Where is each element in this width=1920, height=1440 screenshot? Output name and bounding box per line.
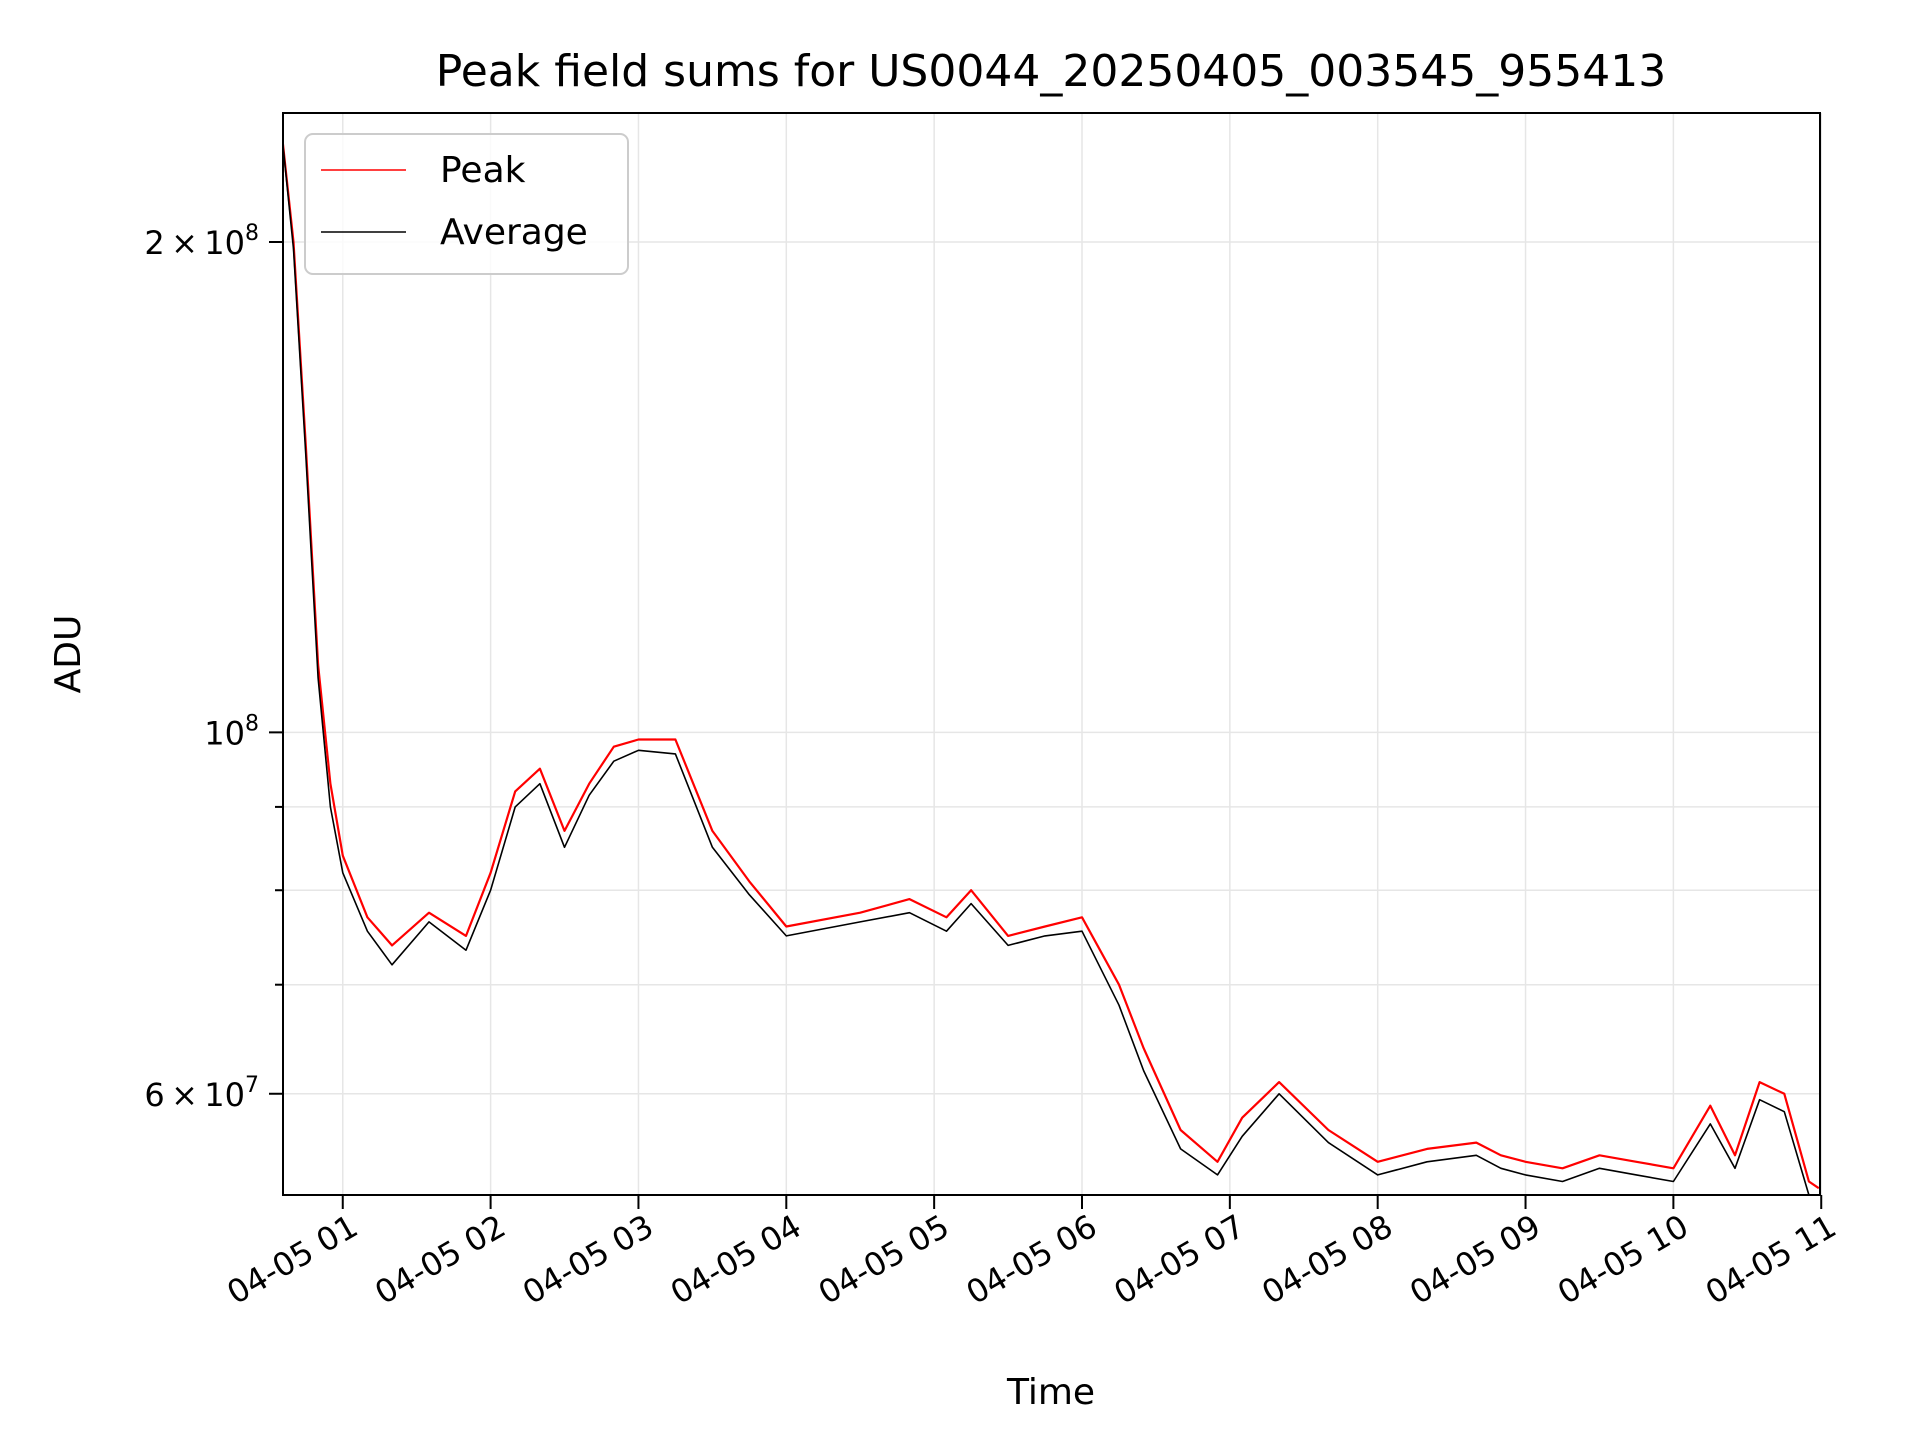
legend-label-peak: Peak bbox=[440, 150, 526, 191]
series-line-average bbox=[283, 137, 1819, 1195]
legend-box bbox=[304, 133, 629, 275]
x-axis-label: Time bbox=[1006, 1372, 1095, 1413]
plot-frame bbox=[282, 112, 1821, 1196]
y-tick-label: 6 × 107 bbox=[144, 1073, 259, 1114]
y-axis-ticks: 6 × 107 108 2 × 108 bbox=[144, 221, 283, 1114]
y-tick-label: 108 bbox=[204, 711, 259, 752]
y-axis-label: ADU bbox=[48, 615, 89, 694]
grid-lines bbox=[283, 113, 1822, 1195]
y-tick-label: 2 × 108 bbox=[144, 221, 259, 262]
legend: Peak Average bbox=[304, 133, 629, 275]
series-group bbox=[283, 134, 1820, 1195]
chart-title: Peak field sums for US0044_20250405_0035… bbox=[436, 46, 1666, 97]
plot-background bbox=[283, 113, 1820, 1195]
legend-label-average: Average bbox=[440, 212, 588, 253]
series-line-peak bbox=[283, 134, 1820, 1190]
